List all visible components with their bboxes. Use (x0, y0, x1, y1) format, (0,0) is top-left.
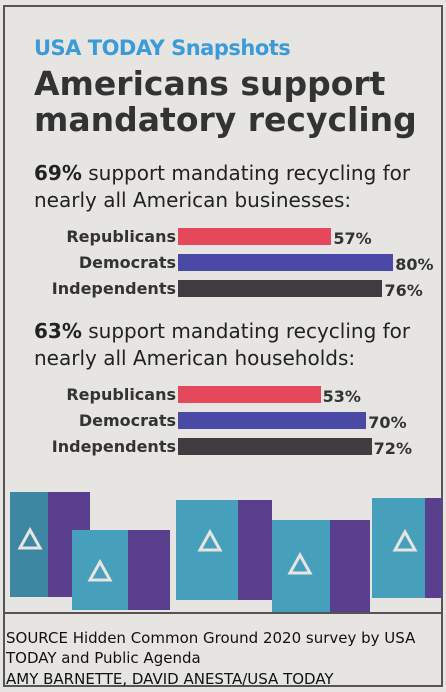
bar (178, 412, 367, 429)
headline-text: support mandating recycling for nearly a… (34, 161, 411, 212)
title: Americans support mandatory recycling (34, 64, 417, 139)
bar (178, 280, 383, 297)
bar (178, 228, 332, 245)
value-label: 80% (395, 255, 434, 274)
bar (178, 386, 321, 403)
source: SOURCE Hidden Common Ground 2020 survey … (6, 629, 416, 667)
recycling-bins (4, 492, 442, 614)
value-label: 72% (373, 439, 412, 458)
value-label: 76% (384, 281, 423, 300)
brand: USA TODAY Snapshots (34, 36, 291, 60)
category-label: Democrats (78, 411, 176, 430)
bar (178, 254, 394, 271)
value-label: 53% (322, 387, 361, 406)
credit: AMY BARNETTE, DAVID ANESTA/USA TODAY (6, 670, 334, 688)
headline-value: 63% (34, 319, 82, 343)
bar (178, 438, 372, 455)
value-label: 57% (333, 229, 372, 248)
value-label: 70% (368, 413, 407, 432)
headline: 69% support mandating recycling for near… (34, 160, 444, 214)
headline-value: 69% (34, 161, 82, 185)
category-label: Republicans (66, 385, 176, 404)
headline-text: support mandating recycling for nearly a… (34, 319, 411, 370)
category-label: Independents (51, 279, 176, 298)
headline: 63% support mandating recycling for near… (34, 318, 444, 372)
category-label: Democrats (78, 253, 176, 272)
category-label: Republicans (66, 227, 176, 246)
category-label: Independents (51, 437, 176, 456)
